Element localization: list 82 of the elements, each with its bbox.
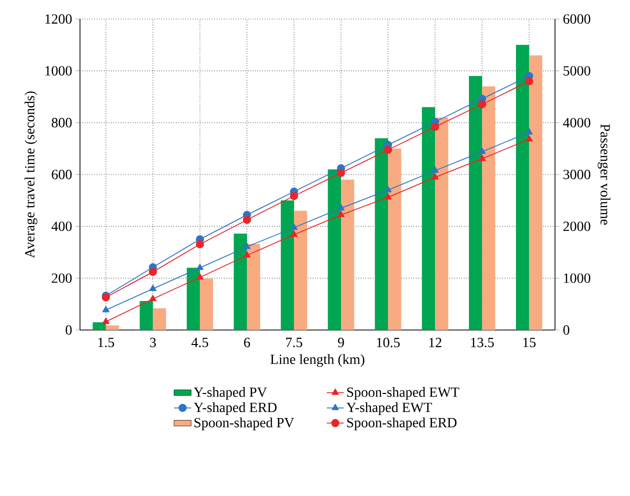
bar	[186, 268, 200, 330]
y2-axis-title: Passenger volume	[598, 124, 610, 225]
point	[337, 210, 345, 218]
bar	[388, 148, 402, 330]
point	[149, 294, 156, 302]
point	[196, 273, 204, 280]
x-tick-label: 7.5	[286, 338, 302, 348]
bar	[468, 76, 482, 330]
bar	[246, 244, 260, 330]
x-tick-label: 3	[150, 338, 156, 348]
y-axis-title: Average travel time (seconds)	[24, 91, 38, 258]
y2-tick-label: 6000	[563, 14, 590, 24]
y2-tick-label: 1000	[564, 273, 590, 283]
legend-label: Y-shaped ERD	[194, 402, 277, 415]
bar	[529, 55, 542, 330]
y-tick-label: 200	[52, 273, 72, 283]
bar	[341, 180, 354, 330]
point	[243, 251, 251, 258]
x-tick-label: 1.5	[98, 338, 114, 348]
point	[384, 193, 392, 200]
bar	[516, 44, 530, 330]
x-tick-label: 10.5	[377, 338, 400, 348]
legend-label: Y-shaped EWT	[346, 402, 432, 415]
x-tick-label: 13.5	[471, 338, 494, 348]
point	[102, 318, 110, 324]
y2-tick-label: 4000	[563, 118, 590, 128]
point	[290, 192, 298, 200]
point	[525, 77, 534, 86]
x-tick-label: 12	[429, 338, 442, 348]
point	[336, 168, 346, 177]
bar	[106, 325, 120, 330]
bar	[234, 234, 247, 330]
bar	[152, 308, 166, 330]
bar	[294, 210, 308, 330]
point	[432, 166, 439, 173]
point	[242, 216, 252, 224]
x-tick-label: 6	[244, 338, 250, 348]
y-tick-label: 0	[66, 325, 72, 335]
point	[149, 284, 156, 292]
bar	[92, 322, 106, 330]
point	[526, 128, 533, 135]
x-tick-label: 15	[523, 338, 536, 348]
bar	[280, 200, 294, 330]
point	[290, 224, 298, 230]
legend-label: Spoon-shaped ERD	[347, 417, 457, 430]
point	[478, 100, 486, 108]
bar	[328, 169, 342, 330]
point	[478, 148, 486, 154]
point	[384, 146, 392, 154]
bar	[435, 117, 448, 330]
x-tick-label: 4.5	[191, 338, 208, 348]
point	[432, 173, 439, 180]
bar	[140, 300, 153, 330]
y-tick-label: 1000	[45, 66, 72, 76]
y2-tick-label: 0	[563, 325, 570, 335]
point	[431, 122, 440, 131]
y-tick-label: 400	[51, 222, 72, 232]
y-tick-label: 600	[52, 170, 72, 180]
point	[478, 154, 486, 161]
y2-tick-label: 5000	[564, 66, 590, 76]
bar	[422, 107, 436, 330]
x-axis-title: Line length (km)	[270, 354, 364, 367]
bar	[200, 278, 214, 330]
point	[196, 240, 204, 248]
point	[102, 306, 110, 312]
legend-label: Spoon-shaped EWT	[347, 387, 460, 400]
point	[526, 135, 533, 142]
bar	[482, 86, 496, 330]
y2-tick-label: 2000	[563, 222, 590, 232]
y-tick-label: 800	[52, 118, 72, 128]
legend-label: Y-shaped PV	[194, 387, 267, 400]
y2-tick-label: 3000	[563, 170, 590, 180]
point	[337, 204, 345, 210]
point	[196, 264, 204, 270]
x-tick-label: 9	[338, 338, 344, 348]
bar	[374, 138, 388, 330]
legend-label: Spoon-shaped PV	[194, 417, 294, 430]
y-tick-label: 1200	[45, 14, 72, 24]
point	[243, 242, 251, 250]
point	[148, 268, 157, 276]
point	[384, 186, 392, 192]
point	[290, 230, 298, 237]
